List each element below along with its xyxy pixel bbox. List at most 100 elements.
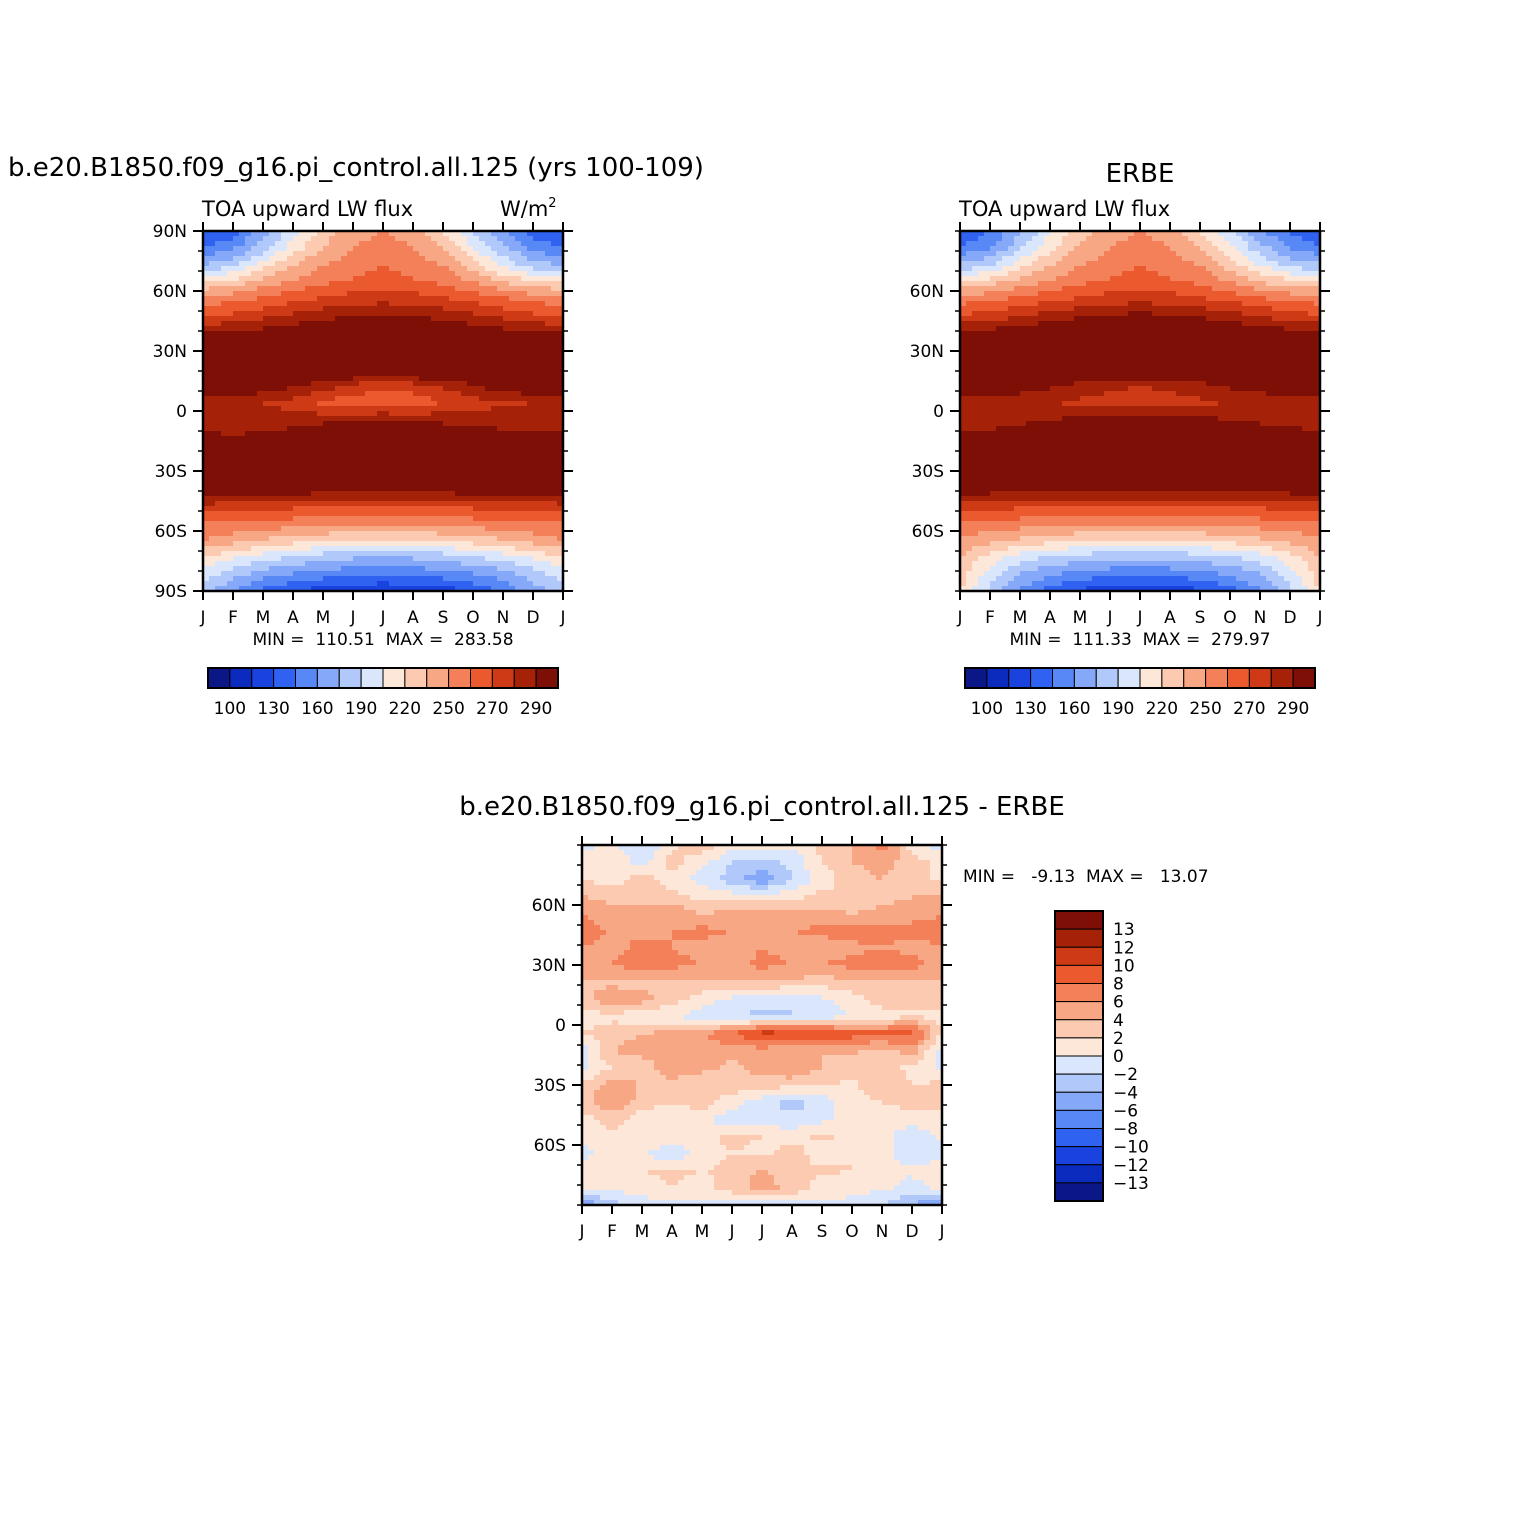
heatmap-cell xyxy=(335,576,342,582)
heatmap-cell xyxy=(299,276,306,282)
heatmap-cell xyxy=(533,386,540,392)
heatmap-cell xyxy=(293,411,300,417)
heatmap-cell xyxy=(329,386,336,392)
heatmap-cell xyxy=(287,276,294,282)
heatmap-cell xyxy=(287,501,294,507)
heatmap-cell xyxy=(455,341,462,347)
heatmap-cell xyxy=(491,571,498,577)
heatmap-cell xyxy=(269,326,276,332)
heatmap-cell xyxy=(323,311,330,317)
heatmap-cell xyxy=(395,246,402,252)
heatmap-cell xyxy=(305,421,312,427)
heatmap-cell xyxy=(407,421,414,427)
heatmap-cell xyxy=(473,321,480,327)
heatmap-cell xyxy=(209,261,216,267)
heatmap-cell xyxy=(557,311,563,317)
heatmap-cell xyxy=(227,581,234,587)
heatmap-cell xyxy=(383,406,390,412)
heatmap-cell xyxy=(1014,231,1021,237)
heatmap-cell xyxy=(497,581,504,587)
heatmap-cell xyxy=(287,311,294,317)
heatmap-cell xyxy=(521,541,528,547)
heatmap-cell xyxy=(203,416,210,422)
heatmap-cell xyxy=(233,416,240,422)
heatmap-cell xyxy=(281,316,288,322)
heatmap-cell xyxy=(431,561,438,567)
colorbar-label: 290 xyxy=(520,699,552,719)
heatmap-cell xyxy=(245,266,252,272)
heatmap-cell xyxy=(407,556,414,562)
heatmap-cell xyxy=(311,321,318,327)
heatmap-cell xyxy=(984,256,991,262)
heatmap-cell xyxy=(551,566,558,572)
heatmap-cell xyxy=(215,241,222,247)
heatmap-cell xyxy=(1278,241,1285,247)
heatmap-cell xyxy=(1026,271,1033,277)
heatmap-cell xyxy=(413,571,420,577)
heatmap-cell xyxy=(479,231,486,237)
heatmap-cell xyxy=(431,286,438,292)
heatmap-cell xyxy=(257,331,264,337)
heatmap-cell xyxy=(299,546,306,552)
heatmap-cell xyxy=(359,381,366,387)
heatmap-cell xyxy=(449,476,456,482)
heatmap-cell xyxy=(1062,246,1069,252)
heatmap-cell xyxy=(245,431,252,437)
heatmap-cell xyxy=(407,571,414,577)
heatmap-cell xyxy=(209,281,216,287)
heatmap-cell xyxy=(299,536,306,542)
heatmap-cell xyxy=(467,576,474,582)
heatmap-cell xyxy=(257,361,264,367)
heatmap-cell xyxy=(347,506,354,512)
heatmap-cell xyxy=(263,526,270,532)
heatmap-cell xyxy=(269,436,276,442)
heatmap-cell xyxy=(377,476,384,482)
heatmap-cell xyxy=(209,571,216,577)
heatmap-cell xyxy=(221,546,228,552)
heatmap-cell xyxy=(233,366,240,372)
heatmap-cell xyxy=(503,451,510,457)
heatmap-cell xyxy=(497,291,504,297)
heatmap-cell xyxy=(275,361,282,367)
heatmap-cell xyxy=(311,246,318,252)
heatmap-cell xyxy=(245,256,252,262)
heatmap-cell xyxy=(299,376,306,382)
heatmap-cell xyxy=(317,521,324,527)
heatmap-cell xyxy=(467,311,474,317)
heatmap-cell xyxy=(479,491,486,497)
heatmap-cell xyxy=(371,441,378,447)
heatmap-cell xyxy=(413,541,420,547)
heatmap-cell xyxy=(347,566,354,572)
heatmap-cell xyxy=(221,526,228,532)
heatmap-cell xyxy=(215,301,222,307)
heatmap-cell xyxy=(341,371,348,377)
heatmap-cell xyxy=(1218,236,1225,242)
heatmap-cell xyxy=(539,521,546,527)
heatmap-cell xyxy=(293,506,300,512)
heatmap-cell xyxy=(377,241,384,247)
heatmap-cell xyxy=(539,241,546,247)
heatmap-cell xyxy=(551,471,558,477)
heatmap-cell xyxy=(239,586,246,591)
heatmap-cell xyxy=(347,256,354,262)
heatmap-cell xyxy=(329,451,336,457)
heatmap-cell xyxy=(389,236,396,242)
heatmap-cell xyxy=(467,541,474,547)
heatmap-cell xyxy=(443,561,450,567)
heatmap-cell xyxy=(527,441,534,447)
heatmap-cell xyxy=(347,461,354,467)
heatmap-cell xyxy=(1176,256,1183,262)
heatmap-cell xyxy=(497,426,504,432)
heatmap-cell xyxy=(203,581,210,587)
colorbar-label: 270 xyxy=(476,699,508,719)
heatmap-cell xyxy=(491,296,498,302)
heatmap-cell xyxy=(371,476,378,482)
heatmap-cell xyxy=(407,566,414,572)
heatmap-cell xyxy=(539,356,546,362)
heatmap-cell xyxy=(389,356,396,362)
heatmap-cell xyxy=(389,261,396,267)
heatmap-cell xyxy=(359,341,366,347)
heatmap-cell xyxy=(467,261,474,267)
heatmap-cell xyxy=(323,501,330,507)
heatmap-cell xyxy=(329,261,336,267)
